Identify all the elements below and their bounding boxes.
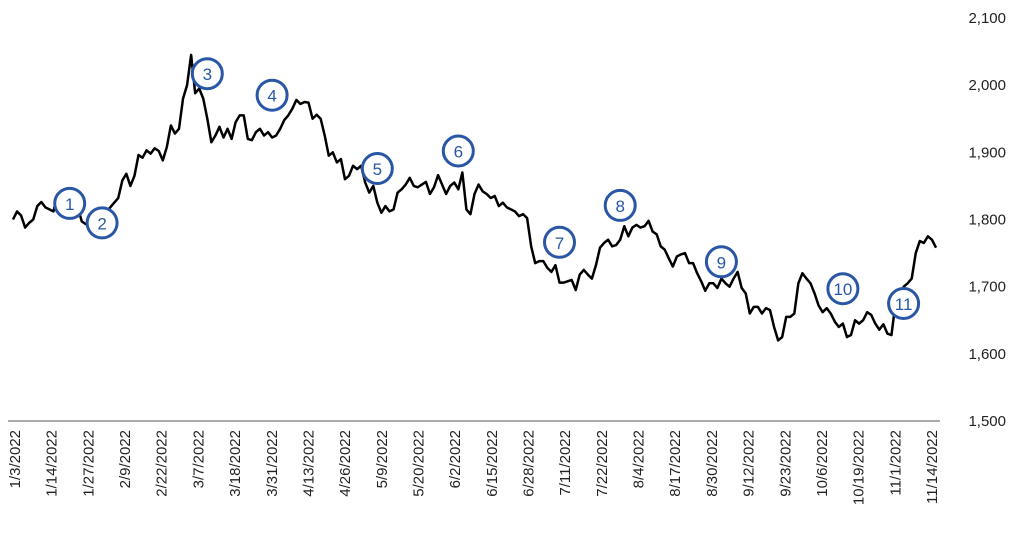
x-tick-label: 8/17/2022: [667, 430, 684, 497]
annotation-circle: [360, 152, 394, 185]
y-axis-tick-labels: 1,500 1,600 1,700 1,800 1,900 2,000 2,100: [968, 10, 1006, 430]
x-tick-label: 5/9/2022: [374, 430, 391, 488]
annotation-markers: 1 2 3 4 5 6 7 8 9 10 11: [53, 57, 921, 320]
x-tick-label: 9/12/2022: [741, 430, 758, 497]
x-tick-label: 11/14/2022: [924, 430, 941, 504]
annotation-circle: [85, 206, 119, 240]
annotation-circle: [441, 134, 475, 168]
y-tick-label: 1,700: [968, 279, 1006, 296]
annotation-marker: 10: [826, 272, 860, 306]
annotation-marker: 7: [543, 225, 576, 259]
annotation-marker: 11: [887, 287, 921, 320]
x-tick-label: 6/28/2022: [521, 430, 538, 497]
y-tick-label: 1,600: [968, 346, 1006, 363]
x-tick-label: 1/27/2022: [80, 430, 97, 497]
annotation-circle: [887, 287, 921, 320]
annotation-label: 10: [833, 280, 852, 299]
x-tick-label: 2/9/2022: [117, 430, 134, 488]
x-tick-label: 4/26/2022: [337, 430, 354, 497]
x-tick-label: 5/20/2022: [411, 430, 428, 497]
x-tick-label: 3/31/2022: [264, 430, 281, 497]
x-tick-label: 11/1/2022: [887, 430, 904, 496]
annotation-marker: 6: [441, 134, 475, 168]
annotation-label: 7: [555, 234, 564, 253]
x-tick-label: 1/14/2022: [44, 430, 61, 497]
y-tick-label: 1,800: [968, 212, 1006, 229]
annotation-marker: 1: [53, 186, 87, 220]
annotation-label: 8: [615, 197, 624, 216]
y-tick-label: 2,100: [968, 10, 1006, 27]
x-tick-label: 3/18/2022: [227, 430, 244, 497]
annotation-label: 1: [65, 195, 74, 214]
x-tick-label: 9/23/2022: [777, 430, 794, 497]
annotation-label: 9: [717, 253, 726, 272]
x-tick-label: 8/4/2022: [631, 430, 648, 488]
annotation-circle: [603, 188, 637, 222]
x-tick-label: 4/13/2022: [300, 430, 317, 497]
annotation-marker: 8: [603, 188, 637, 222]
annotation-circle: [255, 78, 289, 112]
annotation-circle: [190, 57, 224, 91]
x-tick-label: 7/22/2022: [594, 430, 611, 497]
annotation-label: 4: [267, 87, 276, 106]
x-tick-label: 6/15/2022: [484, 430, 501, 497]
annotation-label: 6: [454, 143, 463, 162]
annotation-label: 5: [373, 160, 382, 179]
annotation-label: 11: [895, 295, 913, 314]
annotation-marker: 2: [85, 206, 119, 240]
y-tick-label: 1,900: [968, 144, 1006, 161]
annotation-circle: [53, 186, 87, 220]
y-tick-label: 1,500: [968, 413, 1006, 430]
x-tick-label: 8/30/2022: [704, 430, 721, 497]
y-tick-label: 2,000: [968, 77, 1006, 94]
series-line: [11, 53, 938, 342]
x-tick-label: 2/22/2022: [154, 430, 171, 497]
x-tick-label: 1/3/2022: [7, 430, 24, 488]
annotation-marker: 5: [360, 152, 394, 185]
annotation-marker: 9: [704, 245, 738, 279]
x-tick-label: 10/6/2022: [814, 430, 831, 497]
annotation-circle: [704, 245, 738, 279]
x-tick-label: 7/11/2022: [557, 430, 574, 496]
annotation-marker: 3: [190, 57, 224, 91]
annotation-circle: [543, 225, 576, 259]
plot-area: 1,500 1,600 1,700 1,800 1,900 2,000 2,100 1/3/…: [7, 10, 1006, 505]
x-tick-label: 3/7/2022: [190, 430, 207, 488]
x-tick-label: 6/2/2022: [447, 430, 464, 488]
x-tick-label: 10/19/2022: [851, 430, 868, 505]
annotation-label: 3: [203, 65, 212, 84]
x-axis-tick-labels: 1/3/2022 1/14/2022 1/27/2022 2/9/2022 2/22/2…: [7, 430, 941, 505]
annotation-label: 2: [97, 214, 106, 233]
annotation-marker: 4: [255, 78, 289, 112]
annotation-circle: [826, 272, 860, 306]
